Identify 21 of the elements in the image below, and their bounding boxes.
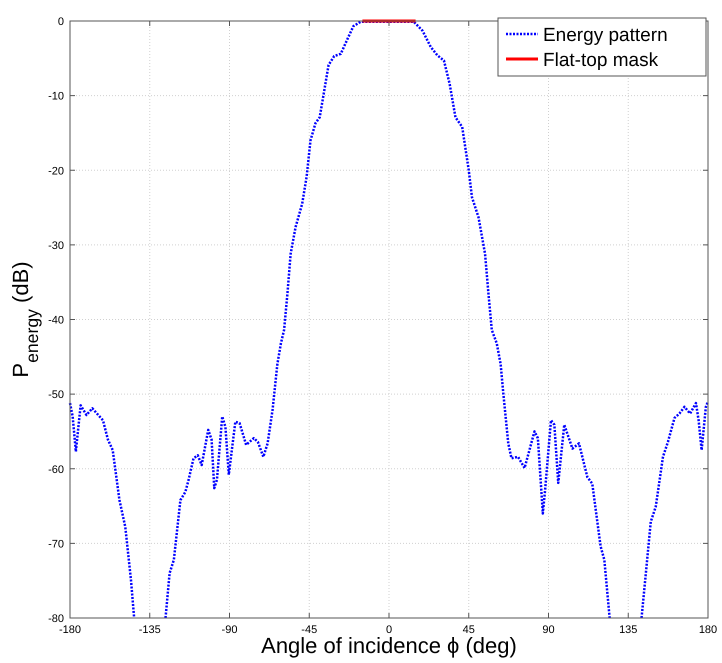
x-tick-label: -90	[222, 624, 238, 636]
x-tick-label: 135	[619, 624, 638, 636]
y-tick-label: -60	[48, 464, 64, 476]
x-tick-label: -45	[301, 624, 318, 636]
legend-label: Flat-top mask	[543, 50, 659, 71]
y-tick-label: -20	[48, 165, 64, 178]
x-tick-label: 45	[462, 624, 475, 636]
y-tick-label: -70	[48, 538, 64, 550]
x-tick-label: 0	[386, 624, 392, 636]
y-tick-label: -80	[48, 613, 64, 625]
x-tick-label: 90	[542, 624, 555, 636]
x-tick-label: -180	[58, 624, 82, 636]
x-axis-title: Angle of incidence ϕ (deg)	[261, 633, 517, 658]
y-tick-label: -50	[48, 389, 64, 402]
y-tick-label: 0	[58, 16, 64, 28]
x-tick-label: 180	[698, 624, 718, 636]
y-tick-label: -10	[48, 90, 64, 103]
x-tick-label: -135	[138, 624, 161, 636]
y-tick-label: -30	[48, 240, 64, 252]
y-tick-label: -40	[48, 314, 64, 326]
legend-label: Energy pattern	[543, 25, 668, 46]
